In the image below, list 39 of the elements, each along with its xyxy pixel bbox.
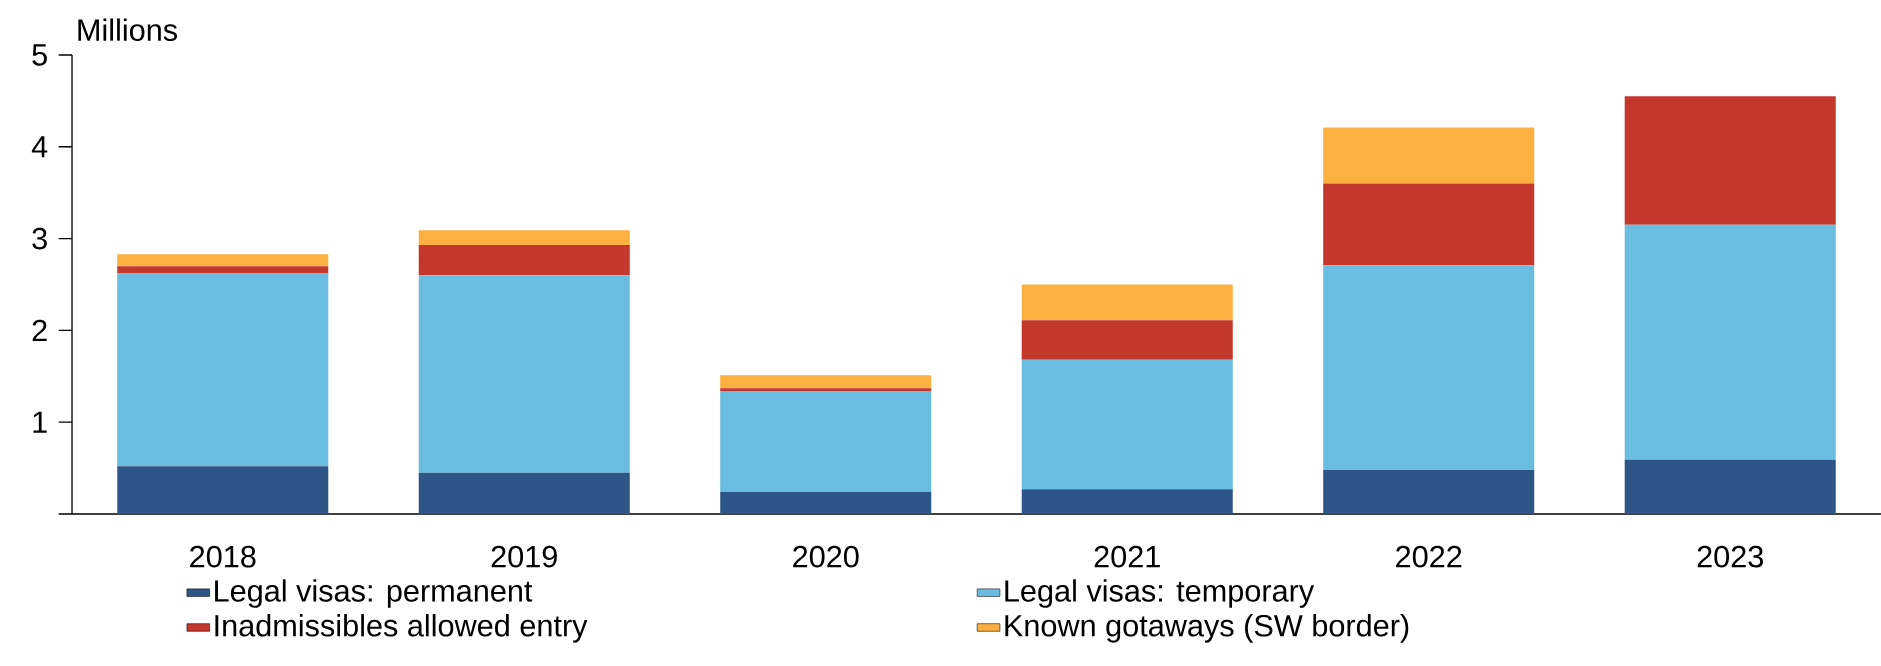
legend-label: Inadmissibles allowed entry [215,614,588,643]
bar [418,275,630,473]
x-tick-label: 2021 [1094,545,1160,568]
y-tick-label: 1 [33,411,47,433]
x-tick-label: 2020 [793,545,859,568]
bar [117,466,329,514]
bar [1323,183,1535,266]
bar [418,230,630,246]
bar [117,273,329,467]
bar [1323,265,1535,470]
y-tick-label: 4 [31,136,48,158]
y-tick-label: 5 [32,44,47,66]
bar [1624,96,1836,225]
legend-label: Known gotaways (SW border) [1005,614,1409,643]
legend-label: Legal visas: temporary [1005,579,1315,608]
legend-label: Legal visas: permanent [215,579,533,608]
bar [1624,459,1836,514]
bar [1021,359,1233,490]
y-tick-label: 3 [32,227,47,250]
bar [720,375,932,389]
x-tick-label: 2019 [491,545,557,568]
bar [418,245,630,276]
x-tick-label: 2022 [1396,545,1462,568]
bar [418,472,630,514]
x-tick-label: 2018 [190,545,256,568]
x-tick-label: 2023 [1697,545,1763,568]
bar [720,388,932,391]
bar [1021,320,1233,360]
y-tick-label: 2 [32,319,47,342]
bar [1323,469,1535,514]
bar [1323,127,1535,184]
bar [720,491,932,514]
bar [1021,489,1233,514]
y-axis-title: Millions [78,18,177,41]
bar [1624,224,1836,460]
bar [117,266,329,274]
bar [1021,284,1233,321]
bar [117,254,329,267]
bar [720,390,932,492]
